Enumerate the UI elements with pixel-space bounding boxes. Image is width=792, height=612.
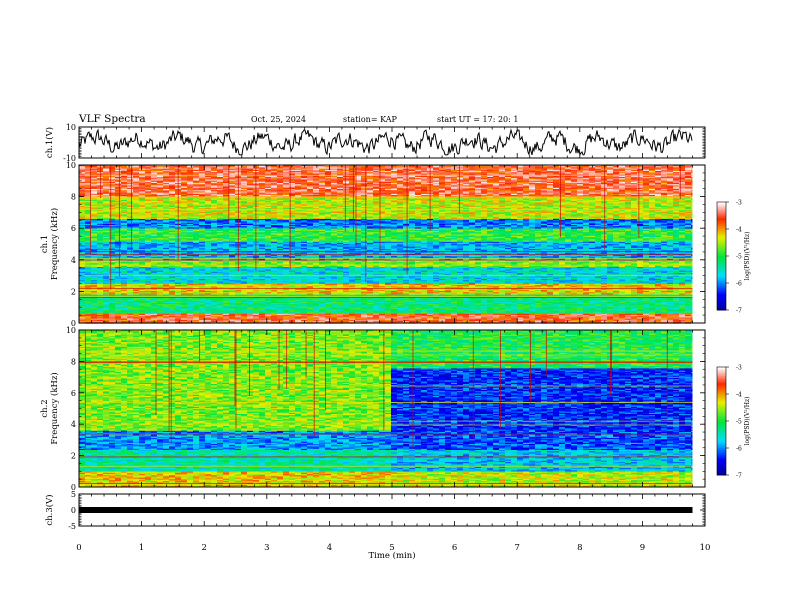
vlf-spectra-figure: VLF Spectra Oct. 25, 2024 station= KAP s… (0, 0, 792, 612)
start-time-label: start UT = 17: 20: 1 (437, 115, 518, 124)
station-label: station= KAP (343, 115, 398, 124)
figure-title: VLF Spectra (78, 113, 146, 125)
ch1-waveform-ylabel: ch.1(V) (44, 127, 55, 158)
ch1-waveform-line (79, 130, 692, 155)
ch1-waveform-ytick-label: 10 (66, 123, 76, 132)
date-label: Oct. 25, 2024 (251, 115, 306, 124)
